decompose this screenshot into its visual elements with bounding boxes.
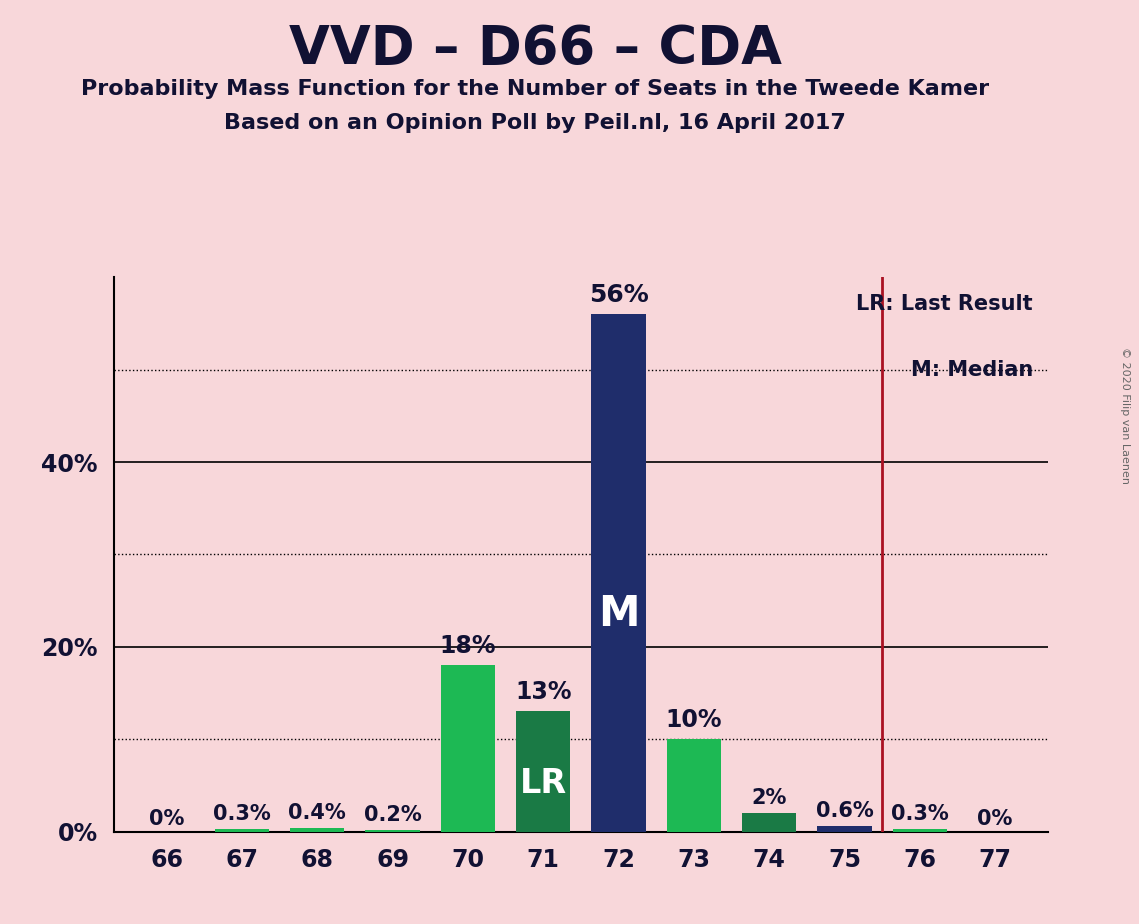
Text: 0.3%: 0.3% [891,804,949,824]
Bar [893,829,947,832]
Text: 18%: 18% [440,634,497,658]
Text: 0%: 0% [977,808,1013,829]
Bar [441,665,495,832]
Text: LR: Last Result: LR: Last Result [857,294,1033,314]
Bar [215,829,269,832]
Text: M: Median: M: Median [910,360,1033,381]
Bar [366,830,419,832]
Text: 0%: 0% [149,808,185,829]
Bar [818,826,871,832]
Bar [516,711,571,832]
Text: LR: LR [519,767,567,800]
Text: 0.3%: 0.3% [213,804,271,824]
Text: © 2020 Filip van Laenen: © 2020 Filip van Laenen [1120,347,1130,484]
Bar [743,813,796,832]
Text: 0.2%: 0.2% [363,805,421,825]
Bar [591,314,646,832]
Text: 10%: 10% [665,708,722,732]
Text: M: M [598,593,639,636]
Text: 13%: 13% [515,680,572,704]
Bar [290,828,344,832]
Text: 2%: 2% [752,788,787,808]
Text: 56%: 56% [589,283,648,307]
Text: Based on an Opinion Poll by Peil.nl, 16 April 2017: Based on an Opinion Poll by Peil.nl, 16 … [224,113,846,133]
Text: 0.6%: 0.6% [816,801,874,821]
Bar [666,739,721,832]
Text: 0.4%: 0.4% [288,803,346,823]
Text: Probability Mass Function for the Number of Seats in the Tweede Kamer: Probability Mass Function for the Number… [81,79,990,99]
Text: VVD – D66 – CDA: VVD – D66 – CDA [289,23,781,75]
